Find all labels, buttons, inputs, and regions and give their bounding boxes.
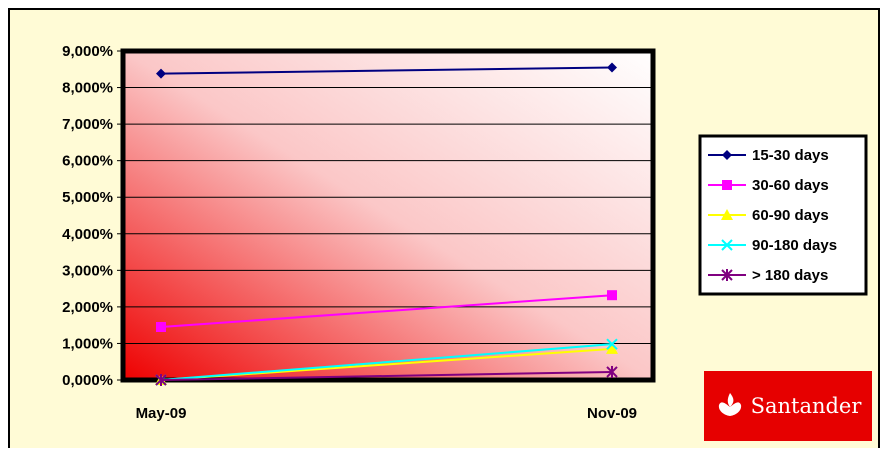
legend-entry: 60-90 days [708,207,829,224]
y-tick-label: 5,000% [62,189,113,206]
legend-entry: 15-30 days [708,147,829,164]
legend-marker [722,150,732,160]
y-tick-label: 8,000% [62,80,113,97]
data-point [606,338,618,350]
legend-label: > 180 days [752,267,828,284]
series-lines [155,62,618,386]
series-line [160,294,613,328]
legend-marker [721,269,733,281]
data-point [606,365,618,378]
data-point [607,62,617,73]
y-tick-label: 2,000% [62,299,113,316]
y-tick-label: 0,000% [62,372,113,389]
legend-marker [721,209,733,220]
santander-flame-icon [718,393,741,416]
series-line [160,66,613,75]
legend: 15-30 days 30-60 days 60-90 days 90-180 day… [698,134,868,296]
legend-entry: > 180 days [708,267,828,284]
y-tick-label: 6,000% [62,153,113,170]
series-line [160,343,613,381]
legend-label: 60-90 days [752,207,829,224]
plot-area [123,51,653,380]
y-tick-label: 1,000% [62,335,113,352]
x-tick-label: Nov-09 [587,405,637,422]
legend-entry: 30-60 days [708,177,829,194]
legend-label: 30-60 days [752,177,829,194]
series-15-30-days [156,62,617,79]
series-line [160,370,613,381]
plot-border [120,48,656,383]
y-tick-label: 9,000% [62,43,113,60]
x-axis: May-09 Nov-09 [136,405,637,422]
data-point [607,290,617,301]
data-point [606,342,618,354]
data-point [156,68,166,79]
y-tick-label: 7,000% [62,116,113,133]
legend-label: 15-30 days [752,147,829,164]
x-tick-label: May-09 [136,405,187,422]
legend-entry: 90-180 days [708,237,837,254]
y-axis: 0,000% 1,000% 2,000% 3,000% 4,000% 5,000% 6,00… [62,43,123,389]
legend-label: 90-180 days [752,237,837,254]
gridlines [123,87,653,344]
data-point [156,321,166,332]
y-tick-label: 3,000% [62,262,113,279]
series-180-days [155,365,618,386]
logo-text: Santander [750,394,862,418]
series-30-60-days [156,290,617,332]
y-tick-label: 4,000% [62,226,113,243]
santander-logo: Santander [704,371,872,441]
legend-marker [721,239,733,251]
data-point [155,374,167,386]
legend-marker [722,180,732,190]
